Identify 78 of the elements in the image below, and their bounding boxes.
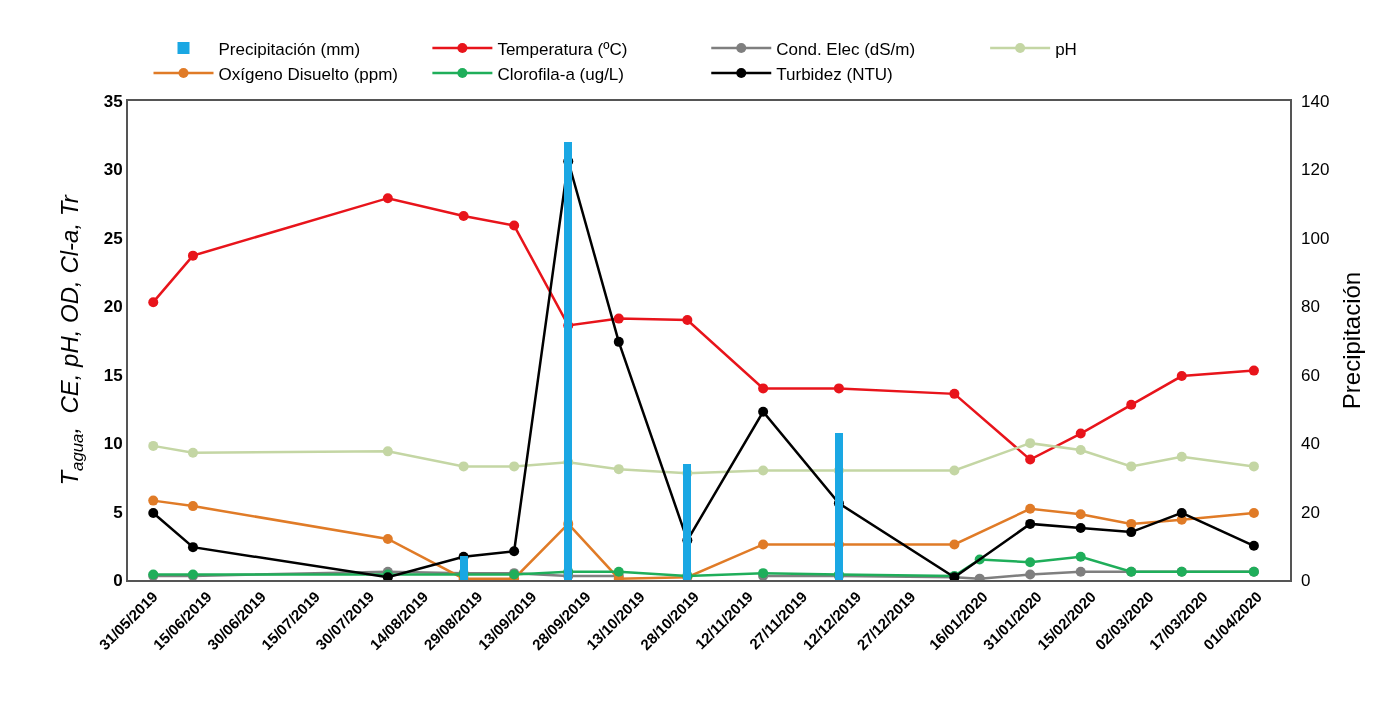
point — [758, 539, 769, 550]
point — [382, 193, 393, 204]
point — [187, 542, 198, 553]
y-tick-label: 5 — [113, 502, 123, 522]
point — [1075, 551, 1086, 562]
legend-label: Clorofila-a (ug/L) — [497, 64, 624, 84]
legend-label: Cond. Elec (dS/m) — [776, 39, 916, 59]
point — [148, 440, 159, 451]
point — [1075, 428, 1086, 439]
y2-tick-label: 0 — [1301, 570, 1311, 590]
point — [758, 383, 769, 394]
y2-tick-label: 140 — [1301, 91, 1330, 111]
legend-label: Oxígeno Disuelto (ppm) — [218, 64, 399, 84]
bar — [683, 464, 691, 580]
point — [758, 406, 769, 417]
point — [148, 297, 159, 308]
y-tick-label: 10 — [103, 434, 123, 454]
y2-tick-label: 80 — [1301, 297, 1320, 317]
y2-tick-label: 40 — [1301, 434, 1320, 454]
point — [949, 539, 960, 550]
point — [1075, 566, 1086, 577]
point — [148, 495, 159, 506]
point — [148, 507, 159, 518]
point — [382, 533, 393, 544]
point — [187, 447, 198, 458]
point — [758, 465, 769, 476]
point — [1126, 527, 1137, 538]
legend-label: pH — [1055, 39, 1077, 59]
point — [509, 220, 520, 231]
y2-tick-label: 20 — [1301, 502, 1320, 522]
point — [949, 465, 960, 476]
point — [1176, 371, 1187, 382]
bar — [835, 433, 843, 580]
point — [382, 446, 393, 457]
point — [1176, 451, 1187, 462]
point — [1025, 454, 1036, 465]
legend-label: Turbidez (NTU) — [776, 64, 893, 84]
point — [613, 313, 624, 324]
y2-tick-label: 120 — [1301, 160, 1330, 180]
point — [613, 336, 624, 347]
bar — [564, 142, 572, 580]
point — [1025, 503, 1036, 514]
point — [509, 546, 520, 557]
point — [1248, 540, 1259, 551]
point — [613, 464, 624, 475]
y-tick-label: 15 — [103, 365, 123, 385]
y-tick-label: 20 — [103, 297, 123, 317]
point — [1248, 507, 1259, 518]
legend-label: Temperatura (ºC) — [497, 39, 628, 59]
y-tick-label: 30 — [103, 160, 123, 180]
point — [613, 566, 624, 577]
y-tick-label: 25 — [103, 228, 123, 248]
point — [833, 383, 844, 394]
point — [458, 210, 469, 221]
y2-axis-title: Precipitación — [1337, 271, 1365, 410]
point — [1248, 461, 1259, 472]
point — [1248, 365, 1259, 376]
point — [509, 461, 520, 472]
point — [1075, 509, 1086, 520]
point — [1126, 399, 1137, 410]
point — [187, 501, 198, 512]
y-tick-label: 0 — [113, 570, 123, 590]
point — [1075, 522, 1086, 533]
point — [1126, 461, 1137, 472]
point — [949, 388, 960, 399]
point — [682, 314, 693, 325]
point — [1075, 444, 1086, 455]
point — [1025, 518, 1036, 529]
point — [458, 461, 469, 472]
y2-tick-label: 100 — [1301, 228, 1330, 248]
point — [1025, 438, 1036, 449]
y-tick-label: 35 — [103, 91, 123, 111]
point — [187, 250, 198, 261]
legend-label: Precipitación (mm) — [218, 39, 361, 59]
point — [1176, 507, 1187, 518]
point — [1025, 557, 1036, 568]
point — [1025, 569, 1036, 580]
y2-tick-label: 60 — [1301, 365, 1320, 385]
